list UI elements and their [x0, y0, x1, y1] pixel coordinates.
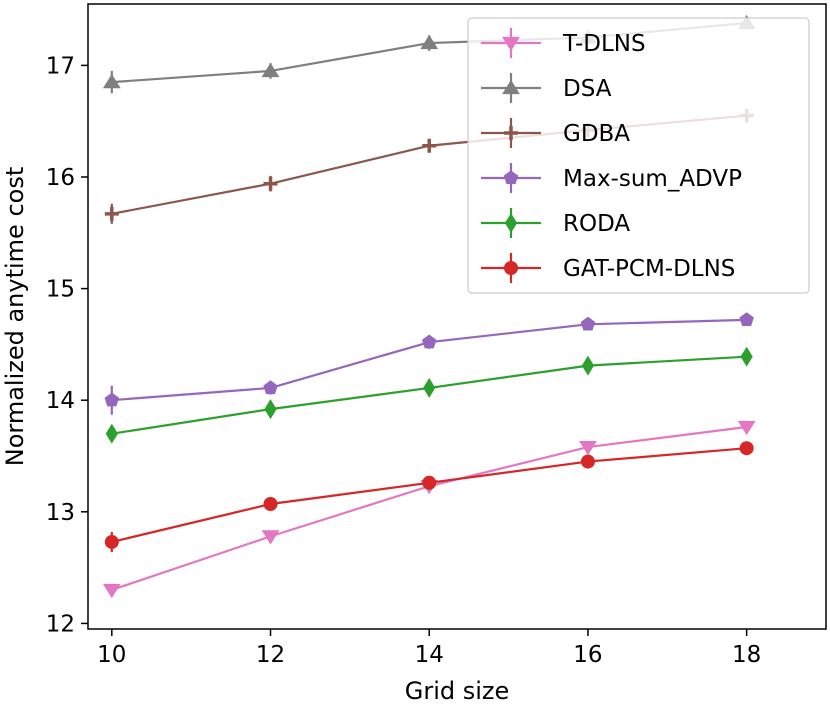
- x-tick-label: 12: [256, 642, 285, 668]
- data-point: [263, 380, 278, 395]
- legend-entry: Max-sum_ADVP: [481, 163, 742, 193]
- data-point: [420, 34, 439, 50]
- x-axis-label: Grid size: [405, 677, 510, 705]
- legend-label: DSA: [563, 76, 612, 102]
- legend-entry: RODA: [481, 208, 630, 238]
- y-tick-label: 14: [46, 388, 75, 414]
- data-point: [423, 377, 436, 398]
- legend-marker: [502, 36, 520, 52]
- data-point: [422, 138, 437, 153]
- legend-entry: GAT-PCM-DLNS: [481, 253, 735, 283]
- x-tick-label: 10: [97, 642, 126, 668]
- legend-entry: GDBA: [481, 118, 630, 148]
- data-point: [579, 440, 597, 456]
- series-gat-pcm-dlns: [104, 441, 754, 552]
- series-line: [111, 425, 747, 591]
- legend-entry: T-DLNS: [481, 28, 646, 58]
- legend: T-DLNS DSA GDBA Max-sum_ADVP RODA GAT-PCM-DLN…: [467, 17, 810, 294]
- data-point: [102, 73, 121, 89]
- data-point: [264, 399, 277, 420]
- legend-label: T-DLNS: [562, 31, 646, 57]
- y-tick-label: 12: [46, 611, 75, 637]
- data-point: [104, 206, 119, 221]
- data-point: [104, 534, 119, 549]
- x-tick-label: 18: [732, 642, 761, 668]
- y-axis-label: Normalized anytime cost: [1, 167, 29, 467]
- legend-label: GDBA: [563, 121, 630, 147]
- data-point: [580, 316, 596, 331]
- legend-box: [467, 17, 810, 294]
- y-tick-label: 13: [46, 500, 75, 526]
- data-point: [261, 530, 280, 545]
- data-point: [105, 423, 118, 444]
- data-point: [104, 392, 120, 407]
- data-point: [261, 62, 280, 78]
- y-tick-label: 15: [46, 277, 75, 303]
- legend-marker: [504, 213, 518, 233]
- x-tick-label: 16: [573, 642, 602, 668]
- data-point: [422, 475, 437, 490]
- y-tick-label: 16: [46, 165, 75, 191]
- data-point: [740, 346, 753, 367]
- plot-frame: [87, 3, 827, 630]
- legend-marker: [504, 126, 518, 140]
- data-point: [581, 355, 595, 376]
- x-tick-label: 14: [415, 642, 444, 668]
- y-tick-label: 17: [46, 53, 75, 79]
- series-max-sum-advp: [104, 312, 754, 415]
- series-roda: [105, 346, 753, 444]
- data-point: [580, 454, 595, 469]
- series-line: [111, 447, 747, 544]
- data-point: [737, 420, 756, 436]
- legend-marker: [503, 170, 519, 185]
- legend-marker: [502, 79, 520, 95]
- data-point: [739, 312, 754, 327]
- data-point: [739, 441, 754, 456]
- data-point: [102, 583, 121, 599]
- legend-entry: DSA: [481, 73, 612, 103]
- legend-marker: [504, 261, 518, 275]
- data-point: [421, 334, 437, 349]
- legend-label: GAT-PCM-DLNS: [563, 256, 735, 282]
- series-t-dlns: [102, 420, 756, 599]
- legend-label: RODA: [563, 211, 630, 237]
- data-point: [263, 497, 278, 511]
- legend-label: Max-sum_ADVP: [563, 166, 742, 192]
- data-point: [263, 176, 278, 191]
